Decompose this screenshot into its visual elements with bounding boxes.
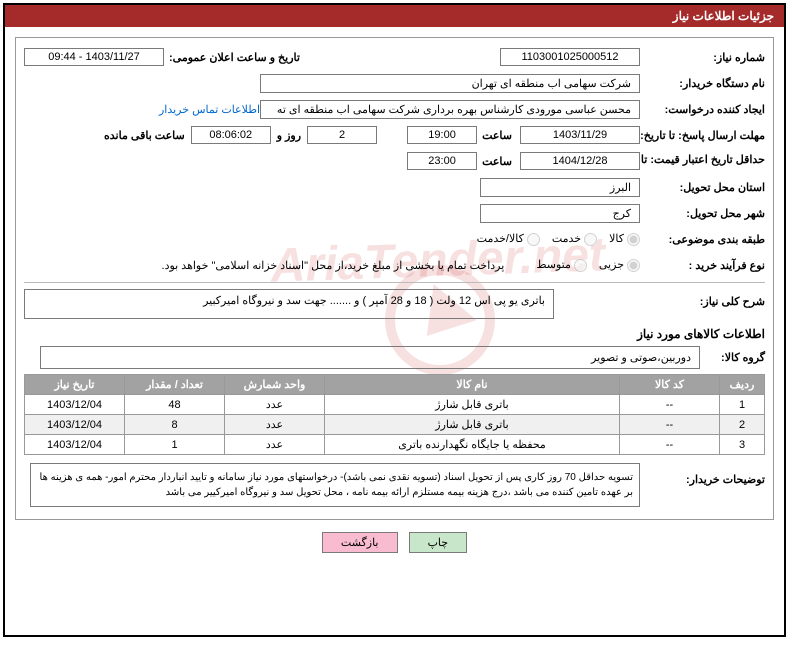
table-cell: عدد bbox=[225, 395, 325, 415]
table-cell: 3 bbox=[720, 435, 765, 455]
table-cell: عدد bbox=[225, 435, 325, 455]
process-note: پرداخت تمام یا بخشی از مبلغ خرید،از محل … bbox=[162, 259, 505, 272]
table-cell: 8 bbox=[125, 415, 225, 435]
table-row: 2--باتری قابل شارژعدد81403/12/04 bbox=[25, 415, 765, 435]
print-button[interactable]: چاپ bbox=[409, 532, 468, 553]
announce-label: تاریخ و ساعت اعلان عمومی: bbox=[169, 51, 300, 64]
buyer-value: شرکت سهامی اب منطقه ای تهران bbox=[260, 74, 640, 93]
page-header: جزئیات اطلاعات نیاز bbox=[5, 5, 784, 27]
table-cell: محفظه یا جایگاه نگهدارنده باتری bbox=[325, 435, 620, 455]
table-cell: عدد bbox=[225, 415, 325, 435]
desc-title: شرح کلی نیاز: bbox=[645, 295, 765, 308]
th-row: ردیف bbox=[720, 375, 765, 395]
table-row: 3--محفظه یا جایگاه نگهدارنده باتریعدد114… bbox=[25, 435, 765, 455]
buyer-notes-label: توضیحات خریدار: bbox=[655, 473, 765, 486]
resp-date: 1403/11/29 bbox=[520, 126, 640, 144]
price-valid-label: حداقل تاریخ اعتبار قیمت: تا تاریخ: bbox=[645, 154, 765, 167]
table-cell: 1403/12/04 bbox=[25, 395, 125, 415]
contact-link[interactable]: اطلاعات تماس خریدار bbox=[159, 103, 260, 116]
cat-kala[interactable]: کالا bbox=[609, 232, 640, 246]
th-date: تاریخ نیاز bbox=[25, 375, 125, 395]
days-label: روز و bbox=[277, 129, 301, 142]
proc-medium[interactable]: متوسط bbox=[536, 258, 587, 272]
remain-time: 08:06:02 bbox=[191, 126, 271, 144]
table-row: 1--باتری قابل شارژعدد481403/12/04 bbox=[25, 395, 765, 415]
table-cell: -- bbox=[620, 395, 720, 415]
th-name: نام کالا bbox=[325, 375, 620, 395]
buyer-label: نام دستگاه خریدار: bbox=[645, 77, 765, 90]
table-cell: باتری قابل شارژ bbox=[325, 415, 620, 435]
city-label: شهر محل تحویل: bbox=[645, 207, 765, 220]
resp-time: 19:00 bbox=[407, 126, 477, 144]
table-cell: باتری قابل شارژ bbox=[325, 395, 620, 415]
table-cell: 1 bbox=[720, 395, 765, 415]
desc-value: باتری یو پی اس 12 ولت ( 18 و 28 آمپر ) و… bbox=[24, 289, 554, 319]
th-unit: واحد شمارش bbox=[225, 375, 325, 395]
time-label-2: ساعت bbox=[482, 155, 512, 168]
th-qty: تعداد / مقدار bbox=[125, 375, 225, 395]
table-cell: 1403/12/04 bbox=[25, 415, 125, 435]
th-code: کد کالا bbox=[620, 375, 720, 395]
proc-small[interactable]: جزیی bbox=[599, 258, 640, 272]
price-date: 1404/12/28 bbox=[520, 152, 640, 170]
table-cell: 1 bbox=[125, 435, 225, 455]
need-no-label: شماره نیاز: bbox=[645, 51, 765, 64]
goods-section-title: اطلاعات کالاهای مورد نیاز bbox=[24, 327, 765, 341]
back-button[interactable]: بازگشت bbox=[322, 532, 398, 553]
group-value: دوربین،صوتی و تصویر bbox=[40, 346, 700, 369]
city-value: کرج bbox=[480, 204, 640, 223]
category-label: طبقه بندی موضوعی: bbox=[645, 233, 765, 246]
table-cell: -- bbox=[620, 415, 720, 435]
days-value: 2 bbox=[307, 126, 377, 144]
province-value: البرز bbox=[480, 178, 640, 197]
table-cell: -- bbox=[620, 435, 720, 455]
requester-value: محسن عباسی مورودی کارشناس بهره برداری شر… bbox=[260, 100, 640, 119]
price-time: 23:00 bbox=[407, 152, 477, 170]
province-label: استان محل تحویل: bbox=[645, 181, 765, 194]
process-label: نوع فرآیند خرید : bbox=[645, 259, 765, 272]
resp-deadline-label: مهلت ارسال پاسخ: تا تاریخ: bbox=[645, 129, 765, 142]
need-no-value: 1103001025000512 bbox=[500, 48, 640, 66]
remain-label: ساعت باقی مانده bbox=[104, 129, 185, 142]
group-label: گروه کالا: bbox=[705, 351, 765, 364]
requester-label: ایجاد کننده درخواست: bbox=[645, 103, 765, 116]
table-cell: 48 bbox=[125, 395, 225, 415]
time-label-1: ساعت bbox=[482, 129, 512, 142]
announce-value: 1403/11/27 - 09:44 bbox=[24, 48, 164, 66]
goods-table: ردیف کد کالا نام کالا واحد شمارش تعداد /… bbox=[24, 374, 765, 455]
cat-khedmat[interactable]: خدمت bbox=[552, 232, 597, 246]
buyer-notes-value: تسویه حداقل 70 روز کاری پس از تحویل اسنا… bbox=[30, 463, 640, 507]
table-cell: 1403/12/04 bbox=[25, 435, 125, 455]
table-cell: 2 bbox=[720, 415, 765, 435]
cat-both[interactable]: کالا/خدمت bbox=[477, 232, 540, 246]
